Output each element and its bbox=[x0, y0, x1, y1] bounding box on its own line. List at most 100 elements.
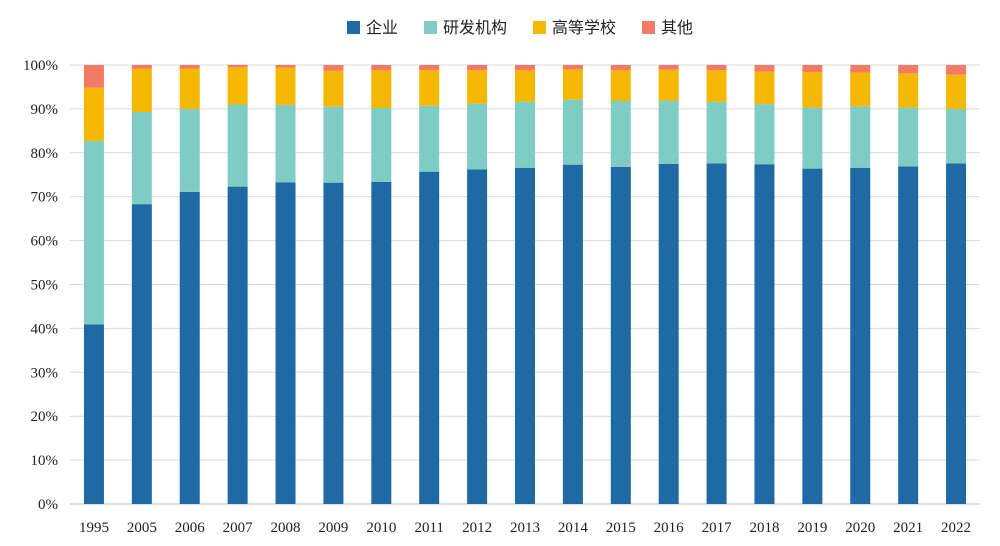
bar-segment bbox=[227, 104, 248, 187]
bar-segment bbox=[179, 191, 200, 504]
bar-segment bbox=[754, 65, 775, 72]
bar-segment bbox=[131, 204, 152, 504]
bar-segment bbox=[850, 106, 871, 168]
bar-segment bbox=[658, 69, 679, 101]
bar-segment bbox=[658, 163, 679, 504]
bar-segment bbox=[419, 70, 440, 106]
x-tick-label: 2005 bbox=[127, 520, 157, 536]
bar-segment bbox=[802, 168, 823, 504]
bar-segment bbox=[323, 65, 344, 71]
legend-swatch bbox=[533, 21, 546, 34]
x-tick-label: 2012 bbox=[462, 520, 492, 536]
bar-segment bbox=[467, 169, 488, 504]
x-tick-label: 2015 bbox=[606, 520, 636, 536]
bar-segment bbox=[131, 65, 152, 69]
bar-segment bbox=[371, 65, 392, 71]
bar-segment bbox=[83, 65, 104, 88]
bar-segment bbox=[275, 67, 296, 105]
bar-segment bbox=[850, 167, 871, 504]
bar-segment bbox=[802, 72, 823, 108]
y-tick-label: 0% bbox=[38, 497, 58, 513]
x-axis: 1995 2005 2006 2007 2008 2009 2010 2011 2012 2013… bbox=[79, 520, 971, 536]
bar-segment bbox=[83, 324, 104, 504]
bar-segment bbox=[754, 104, 775, 165]
bar-segment bbox=[371, 181, 392, 505]
y-tick-label: 100% bbox=[23, 58, 58, 74]
bar-segment bbox=[371, 70, 392, 109]
bar-segment bbox=[323, 70, 344, 107]
bar-segment bbox=[83, 87, 104, 141]
bar-segment bbox=[515, 167, 535, 504]
bar-segment bbox=[131, 68, 152, 112]
y-tick-label: 60% bbox=[31, 234, 59, 250]
bar-segment bbox=[706, 65, 727, 71]
bar-segment bbox=[898, 107, 919, 167]
x-tick-label: 2014 bbox=[558, 520, 589, 536]
x-tick-label: 2022 bbox=[941, 520, 971, 536]
y-tick-label: 30% bbox=[31, 365, 59, 381]
bar-segment bbox=[706, 101, 727, 164]
bar-segment bbox=[227, 186, 248, 504]
legend: 企业 研发机构 高等学校 其他 bbox=[347, 18, 693, 37]
bar-segment bbox=[275, 182, 296, 504]
bar-segment bbox=[610, 70, 631, 101]
legend-label: 企业 bbox=[366, 18, 398, 37]
bar-segment bbox=[515, 70, 535, 102]
bar-segment bbox=[419, 171, 440, 504]
x-tick-label: 2018 bbox=[749, 520, 779, 536]
bar-segment bbox=[610, 100, 631, 167]
bar-segment bbox=[898, 73, 919, 108]
bar-segment bbox=[562, 65, 583, 70]
bar-segment bbox=[179, 108, 200, 192]
x-tick-label: 2008 bbox=[271, 520, 301, 536]
y-tick-label: 50% bbox=[31, 278, 59, 294]
x-tick-label: 2010 bbox=[366, 520, 396, 536]
bars bbox=[83, 65, 967, 505]
x-tick-label: 2020 bbox=[845, 520, 875, 536]
bar-segment bbox=[467, 65, 488, 71]
legend-swatch bbox=[347, 21, 360, 34]
bar-segment bbox=[227, 67, 248, 105]
y-tick-label: 90% bbox=[31, 102, 59, 118]
y-tick-label: 40% bbox=[31, 321, 59, 337]
bar-segment bbox=[562, 69, 583, 100]
bar-segment bbox=[323, 182, 344, 505]
y-tick-label: 80% bbox=[31, 146, 59, 162]
x-tick-label: 1995 bbox=[79, 520, 109, 536]
legend-label: 其他 bbox=[661, 18, 693, 37]
bar-segment bbox=[275, 65, 296, 68]
x-tick-label: 2017 bbox=[702, 520, 733, 536]
bar-segment bbox=[179, 65, 200, 69]
bar-segment bbox=[802, 65, 823, 73]
x-tick-label: 2016 bbox=[654, 520, 685, 536]
bar-segment bbox=[562, 164, 583, 504]
bar-segment bbox=[515, 101, 535, 168]
y-tick-label: 20% bbox=[31, 409, 59, 425]
bar-segment bbox=[562, 99, 583, 165]
x-tick-label: 2011 bbox=[414, 520, 443, 536]
y-tick-label: 70% bbox=[31, 190, 59, 206]
bar-segment bbox=[898, 166, 919, 504]
x-tick-label: 2009 bbox=[318, 520, 348, 536]
legend-label: 高等学校 bbox=[552, 18, 616, 37]
bar-segment bbox=[658, 100, 679, 164]
bar-segment bbox=[419, 105, 440, 172]
x-tick-label: 2021 bbox=[893, 520, 923, 536]
legend-swatch bbox=[424, 21, 437, 34]
bar-segment bbox=[371, 108, 392, 182]
bar-segment bbox=[898, 65, 919, 74]
bar-segment bbox=[802, 107, 823, 169]
bar-segment bbox=[131, 111, 152, 205]
bar-segment bbox=[419, 65, 440, 71]
bar-segment bbox=[850, 72, 871, 107]
bar-segment bbox=[323, 106, 344, 183]
bar-segment bbox=[275, 104, 296, 183]
bar-segment bbox=[658, 65, 679, 70]
bar-segment bbox=[754, 164, 775, 505]
bar-segment bbox=[179, 68, 200, 109]
x-tick-label: 2007 bbox=[223, 520, 254, 536]
bar-segment bbox=[706, 70, 727, 102]
y-tick-label: 10% bbox=[31, 453, 59, 469]
